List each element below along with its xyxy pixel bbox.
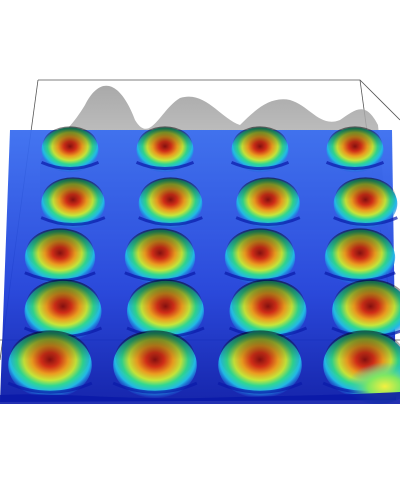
peak-rim-4-1 <box>112 381 198 394</box>
peak-rim-1-0 <box>40 216 106 226</box>
peak-rim-1-2 <box>235 216 301 226</box>
peak-shade-2-1 <box>126 228 194 273</box>
peak-group <box>7 126 400 398</box>
peak-rim-2-3 <box>324 271 396 282</box>
peak-rim-0-2 <box>230 160 290 171</box>
front-edge <box>0 392 400 404</box>
peak-shade-3-1 <box>128 279 203 328</box>
peak-shade-1-2 <box>237 177 299 218</box>
peak-shade-2-0 <box>26 228 94 273</box>
peak-shade-0-0 <box>42 126 98 163</box>
peak-shade-2-3 <box>326 228 394 273</box>
peak-shade-1-1 <box>140 177 201 218</box>
peak-shade-4-1 <box>115 330 195 384</box>
peak-shade-0-3 <box>327 126 383 163</box>
peak-rim-0-1 <box>135 160 195 171</box>
peak-rim-0-0 <box>40 160 100 171</box>
peak-shade-1-0 <box>42 177 104 218</box>
peak-rim-4-0 <box>7 381 93 394</box>
peak-shade-3-2 <box>231 279 305 328</box>
peak-shade-2-2 <box>226 228 294 273</box>
peak-shade-3-0 <box>26 279 100 328</box>
peak-rim-0-3 <box>325 160 385 171</box>
peak-shade-1-3 <box>335 177 396 218</box>
peak-shade-0-1 <box>137 126 193 163</box>
peak-rim-4-2 <box>217 381 303 394</box>
peak-shade-4-2 <box>220 330 300 384</box>
peak-rim-1-1 <box>138 216 203 226</box>
peak-shade-4-0 <box>10 330 90 384</box>
peak-rim-1-3 <box>333 216 398 226</box>
peak-shade-0-2 <box>232 126 288 163</box>
peak-shade-3-3 <box>333 279 400 328</box>
